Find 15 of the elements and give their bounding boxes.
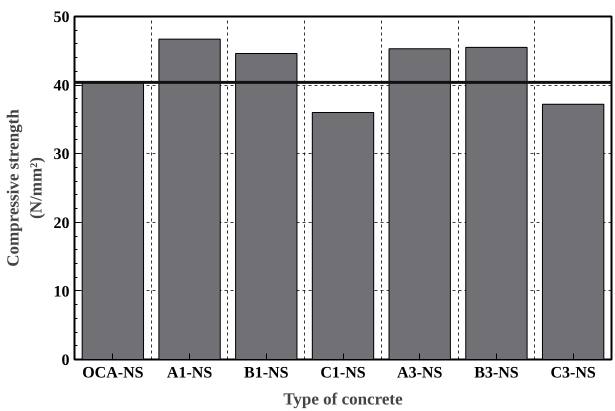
x-tick-label: A1-NS [166, 364, 212, 382]
x-tick-label: C1-NS [320, 364, 366, 382]
y-tick-label: 50 [54, 9, 70, 26]
x-tick-label: B3-NS [474, 364, 519, 382]
y-tick-label: 20 [54, 214, 70, 232]
y-tick-label: 0 [62, 352, 70, 369]
x-tick-label: OCA-NS [82, 364, 144, 382]
y-tick-label: 40 [54, 78, 70, 95]
x-tick-label: C3-NS [550, 364, 596, 382]
x-tick-label: A3-NS [397, 364, 442, 382]
y-tick-label: 30 [54, 146, 70, 164]
x-tick-label: B1-NS [244, 364, 289, 382]
y-tick-label: 10 [54, 283, 70, 300]
x-axis-title: Type of concrete [283, 390, 404, 408]
y-axis-title: Compressive strength (N/mm²) [4, 108, 46, 267]
